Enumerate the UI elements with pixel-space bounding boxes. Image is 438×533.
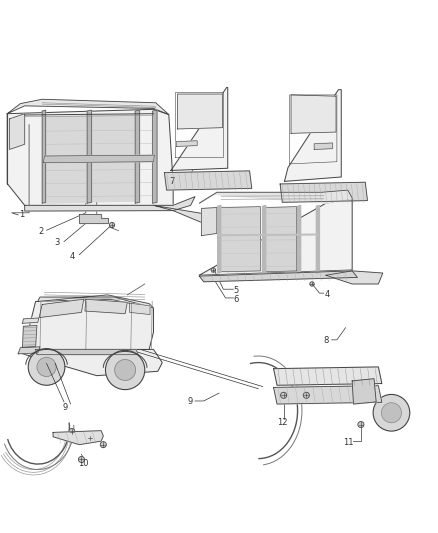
- Circle shape: [381, 403, 402, 423]
- Text: 12: 12: [277, 418, 288, 427]
- Circle shape: [106, 350, 145, 390]
- Text: 9: 9: [63, 402, 68, 411]
- Polygon shape: [42, 110, 46, 203]
- Polygon shape: [53, 431, 103, 445]
- Polygon shape: [263, 205, 266, 273]
- Polygon shape: [7, 109, 173, 205]
- Polygon shape: [152, 110, 157, 203]
- Polygon shape: [39, 299, 84, 318]
- Polygon shape: [199, 271, 357, 282]
- Text: 5: 5: [234, 286, 239, 295]
- Text: 9: 9: [187, 397, 192, 406]
- Polygon shape: [135, 110, 140, 203]
- Polygon shape: [130, 303, 150, 314]
- Circle shape: [110, 222, 115, 228]
- Circle shape: [69, 429, 75, 434]
- Circle shape: [37, 357, 56, 376]
- Polygon shape: [274, 367, 382, 385]
- Polygon shape: [176, 141, 197, 147]
- Polygon shape: [218, 205, 221, 273]
- Text: 6: 6: [234, 295, 239, 304]
- Text: 3: 3: [54, 238, 59, 247]
- Text: 8: 8: [323, 336, 328, 345]
- Polygon shape: [274, 386, 382, 404]
- Text: 4: 4: [325, 289, 330, 298]
- Polygon shape: [199, 190, 352, 203]
- Polygon shape: [85, 299, 127, 313]
- Polygon shape: [314, 143, 332, 149]
- Circle shape: [303, 392, 309, 398]
- Circle shape: [87, 434, 93, 441]
- Polygon shape: [291, 95, 336, 133]
- Polygon shape: [264, 207, 297, 272]
- Polygon shape: [201, 207, 217, 236]
- Polygon shape: [285, 90, 341, 181]
- Circle shape: [310, 282, 314, 286]
- Polygon shape: [171, 87, 228, 171]
- Polygon shape: [219, 207, 261, 272]
- Polygon shape: [44, 116, 88, 203]
- Text: 4: 4: [70, 253, 75, 261]
- Polygon shape: [218, 234, 318, 236]
- Polygon shape: [87, 110, 92, 203]
- Circle shape: [373, 394, 410, 431]
- Polygon shape: [10, 114, 25, 149]
- Polygon shape: [326, 271, 383, 284]
- Text: 11: 11: [343, 438, 353, 447]
- Polygon shape: [199, 198, 352, 275]
- Circle shape: [358, 422, 364, 427]
- Circle shape: [211, 268, 215, 272]
- Polygon shape: [22, 350, 162, 376]
- Polygon shape: [90, 115, 136, 202]
- Polygon shape: [18, 347, 40, 354]
- Circle shape: [78, 456, 85, 463]
- Polygon shape: [164, 171, 252, 190]
- Polygon shape: [352, 379, 376, 404]
- Polygon shape: [22, 326, 37, 348]
- Text: 7: 7: [170, 177, 175, 186]
- Polygon shape: [25, 197, 195, 211]
- Text: 1: 1: [19, 211, 24, 220]
- Polygon shape: [280, 182, 367, 203]
- Circle shape: [100, 441, 106, 448]
- Polygon shape: [316, 205, 319, 273]
- Polygon shape: [35, 350, 138, 354]
- Circle shape: [281, 392, 287, 398]
- Polygon shape: [38, 295, 153, 308]
- Polygon shape: [177, 94, 223, 129]
- Circle shape: [115, 359, 136, 381]
- Polygon shape: [43, 155, 154, 163]
- Polygon shape: [22, 318, 39, 323]
- Polygon shape: [297, 205, 300, 273]
- Polygon shape: [79, 214, 108, 223]
- Polygon shape: [27, 299, 153, 350]
- Text: 2: 2: [38, 227, 43, 236]
- Polygon shape: [7, 99, 169, 115]
- Circle shape: [28, 349, 65, 385]
- Polygon shape: [153, 205, 232, 231]
- Text: 10: 10: [78, 459, 89, 469]
